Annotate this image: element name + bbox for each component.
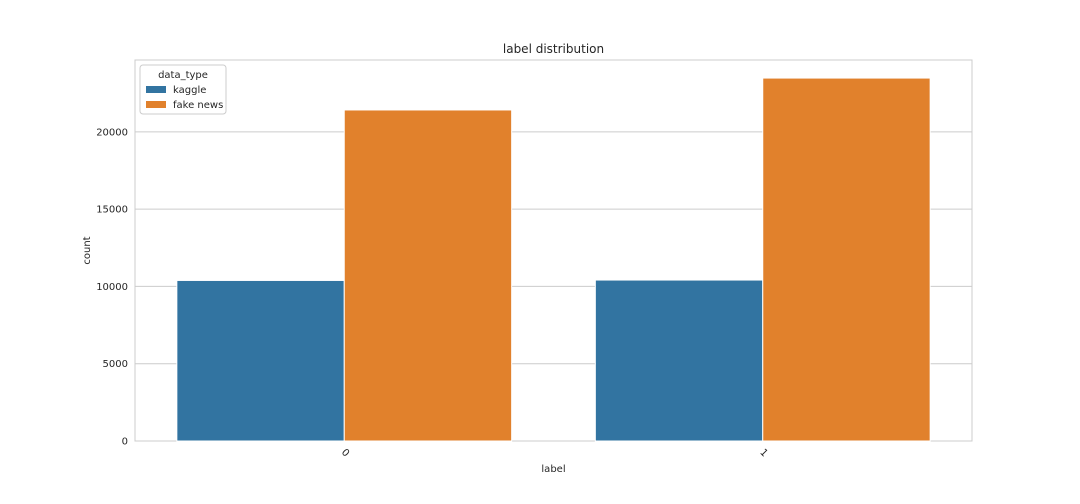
y-tick-label: 15000 (96, 205, 128, 216)
bar-fake-news-1 (762, 77, 931, 442)
x-tick-label: 1 (757, 447, 769, 459)
y-tick-labels: 0 5000 10000 15000 20000 (96, 127, 128, 447)
x-tick-label: 0 (339, 447, 351, 459)
y-tick-label: 5000 (103, 359, 128, 370)
legend: data_type kaggle fake news (139, 64, 227, 115)
legend-swatch-kaggle (146, 86, 166, 93)
bars (176, 77, 931, 442)
legend-title: data_type (158, 70, 208, 81)
bar-kaggle-0 (176, 279, 345, 442)
chart-title: label distribution (503, 42, 604, 56)
x-axis-label: label (541, 464, 565, 475)
y-tick-label: 20000 (96, 127, 128, 138)
bar-fake-news-0 (343, 109, 513, 442)
legend-label-fake-news: fake news (173, 100, 223, 111)
bar-kaggle-1 (594, 279, 764, 442)
y-tick-label: 10000 (96, 282, 128, 293)
legend-swatch-fake-news (146, 101, 166, 108)
y-tick-label: 0 (122, 437, 128, 448)
legend-label-kaggle: kaggle (173, 85, 206, 96)
y-axis-label: count (82, 236, 93, 264)
